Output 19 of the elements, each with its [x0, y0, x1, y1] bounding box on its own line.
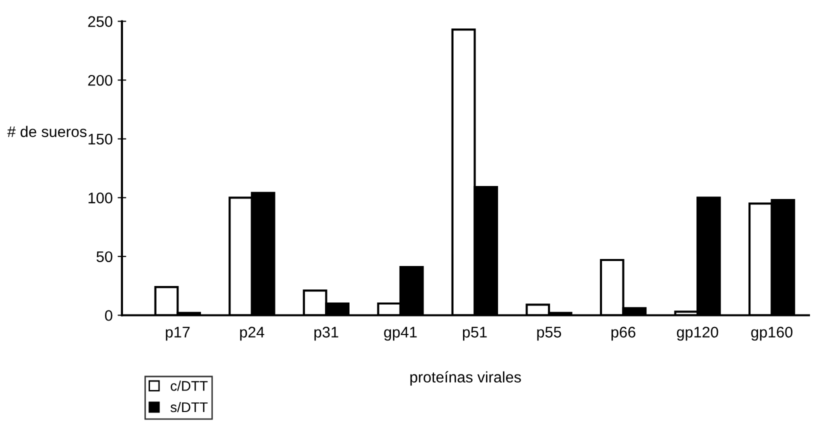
x-tick-label: p17: [166, 326, 190, 341]
y-tick-label: 200: [88, 74, 112, 86]
x-tick-label: gp120: [676, 326, 718, 341]
x-tick-label: p51: [462, 326, 487, 341]
x-tick-label: p24: [240, 326, 264, 341]
x-tick-label: p31: [314, 326, 338, 341]
x-tick-label: gp160: [751, 326, 792, 341]
y-tick-label: 150: [88, 134, 112, 145]
x-tick-label: gp41: [384, 326, 417, 341]
y-axis-title: # de sueros: [7, 126, 87, 138]
y-tick-label: 250: [88, 16, 112, 27]
y-tick-label: 50: [96, 251, 112, 262]
x-axis-title: proteínas virales: [410, 371, 521, 386]
x-tick-label: p55: [537, 326, 562, 341]
y-tick-label: 0: [105, 310, 112, 321]
y-tick-label: 100: [88, 192, 112, 204]
x-tick-label: p66: [612, 326, 636, 341]
legend-label: c/DTT: [170, 380, 208, 391]
legend-label: s/DTT: [170, 402, 208, 412]
